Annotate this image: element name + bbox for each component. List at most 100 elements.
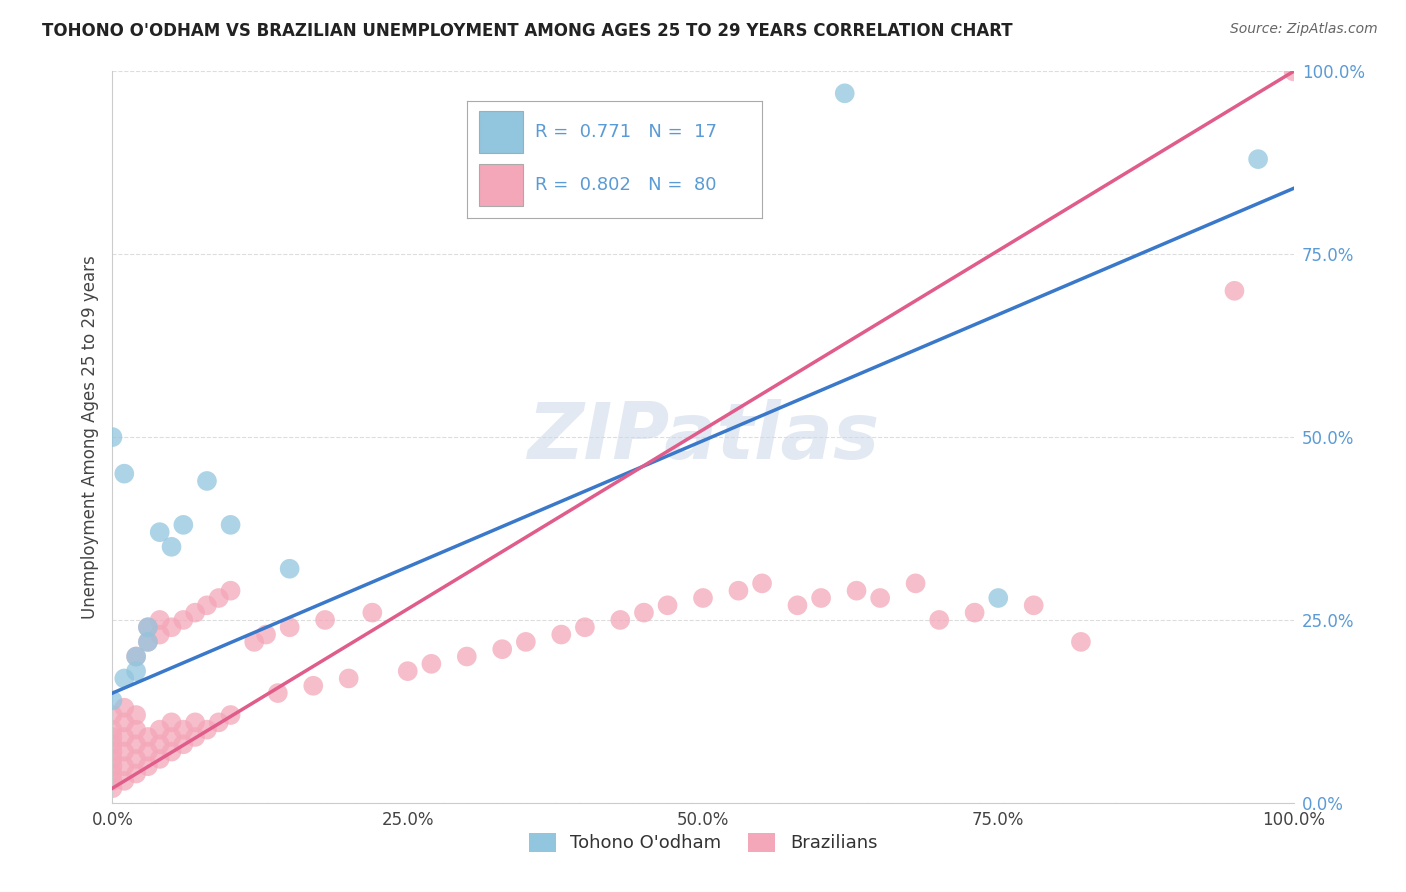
- Point: [1223, 284, 1246, 298]
- Point: [101, 723, 124, 737]
- Point: [136, 635, 159, 649]
- Point: [172, 723, 194, 737]
- Point: [361, 606, 384, 620]
- Point: [219, 583, 242, 598]
- Point: [195, 723, 218, 737]
- Point: [727, 583, 749, 598]
- Point: [125, 737, 148, 751]
- Point: [112, 773, 135, 788]
- Point: [574, 620, 596, 634]
- Point: [1022, 599, 1045, 613]
- Point: [491, 642, 513, 657]
- Point: [195, 599, 218, 613]
- Point: [834, 87, 856, 101]
- Point: [112, 467, 135, 481]
- Point: [160, 540, 183, 554]
- Point: [278, 562, 301, 576]
- Point: [136, 745, 159, 759]
- Point: [149, 525, 172, 540]
- Point: [963, 606, 986, 620]
- Point: [160, 620, 183, 634]
- Point: [786, 599, 808, 613]
- Point: [420, 657, 443, 671]
- Point: [136, 620, 159, 634]
- Point: [136, 759, 159, 773]
- Point: [149, 737, 172, 751]
- Point: [125, 766, 148, 780]
- Point: [101, 708, 124, 723]
- Point: [810, 591, 832, 605]
- Point: [456, 649, 478, 664]
- Point: [112, 715, 135, 730]
- Point: [101, 759, 124, 773]
- Point: [208, 715, 231, 730]
- Point: [184, 730, 207, 744]
- Point: [302, 679, 325, 693]
- Point: [195, 474, 218, 488]
- Point: [125, 649, 148, 664]
- Point: [125, 649, 148, 664]
- Point: [184, 606, 207, 620]
- Point: [149, 613, 172, 627]
- Point: [278, 620, 301, 634]
- Point: [125, 723, 148, 737]
- Point: [208, 591, 231, 605]
- Point: [869, 591, 891, 605]
- Point: [337, 672, 360, 686]
- Point: [101, 737, 124, 751]
- Point: [101, 693, 124, 707]
- Point: [125, 664, 148, 678]
- Point: [904, 576, 927, 591]
- Point: [101, 745, 124, 759]
- Point: [692, 591, 714, 605]
- Point: [149, 723, 172, 737]
- Point: [101, 752, 124, 766]
- Point: [160, 745, 183, 759]
- Point: [149, 627, 172, 641]
- Text: ZIPatlas: ZIPatlas: [527, 399, 879, 475]
- Point: [125, 708, 148, 723]
- Point: [845, 583, 868, 598]
- Point: [160, 730, 183, 744]
- Point: [172, 737, 194, 751]
- Point: [101, 781, 124, 796]
- Point: [136, 635, 159, 649]
- Point: [657, 599, 679, 613]
- Point: [101, 766, 124, 780]
- Point: [1070, 635, 1092, 649]
- Point: [184, 715, 207, 730]
- Point: [928, 613, 950, 627]
- Point: [160, 715, 183, 730]
- Point: [267, 686, 290, 700]
- Point: [219, 517, 242, 532]
- Point: [101, 730, 124, 744]
- Point: [136, 730, 159, 744]
- Point: [987, 591, 1010, 605]
- Point: [112, 672, 135, 686]
- Legend: Tohono O'odham, Brazilians: Tohono O'odham, Brazilians: [522, 826, 884, 860]
- Point: [396, 664, 419, 678]
- Point: [314, 613, 336, 627]
- Point: [172, 613, 194, 627]
- Y-axis label: Unemployment Among Ages 25 to 29 years: Unemployment Among Ages 25 to 29 years: [80, 255, 98, 619]
- Point: [112, 730, 135, 744]
- Point: [125, 752, 148, 766]
- Point: [515, 635, 537, 649]
- Point: [149, 752, 172, 766]
- Point: [136, 620, 159, 634]
- Point: [633, 606, 655, 620]
- Point: [172, 517, 194, 532]
- Text: TOHONO O'ODHAM VS BRAZILIAN UNEMPLOYMENT AMONG AGES 25 TO 29 YEARS CORRELATION C: TOHONO O'ODHAM VS BRAZILIAN UNEMPLOYMENT…: [42, 22, 1012, 40]
- Point: [550, 627, 572, 641]
- Point: [609, 613, 631, 627]
- Point: [1247, 152, 1270, 166]
- Point: [112, 759, 135, 773]
- Point: [243, 635, 266, 649]
- Point: [1282, 64, 1305, 78]
- Point: [101, 430, 124, 444]
- Point: [101, 773, 124, 788]
- Point: [219, 708, 242, 723]
- Point: [254, 627, 277, 641]
- Point: [112, 745, 135, 759]
- Point: [112, 700, 135, 714]
